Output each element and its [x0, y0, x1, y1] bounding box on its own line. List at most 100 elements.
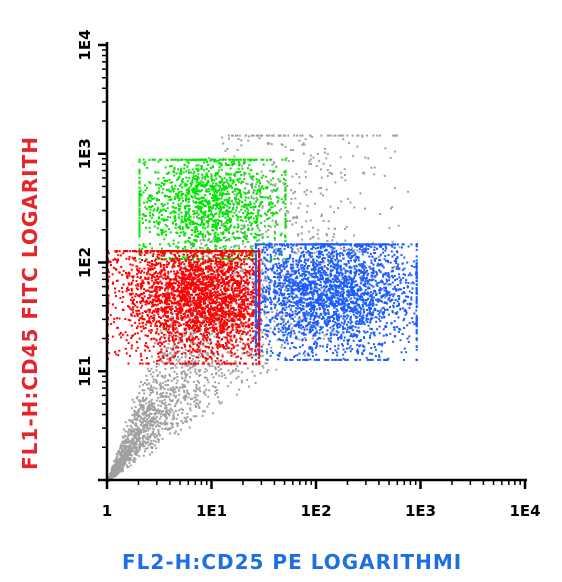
data-point: [186, 364, 188, 367]
data-point: [213, 196, 216, 199]
data-point: [268, 158, 271, 161]
data-point: [265, 218, 268, 221]
data-point: [391, 240, 394, 243]
data-point: [158, 286, 160, 289]
data-point: [191, 314, 194, 317]
data-point: [295, 173, 298, 175]
data-point: [149, 182, 152, 185]
data-point: [112, 466, 115, 468]
data-point: [236, 192, 239, 195]
data-point: [189, 403, 192, 406]
data-point: [120, 448, 123, 451]
data-point: [125, 445, 127, 447]
data-point: [207, 170, 210, 173]
data-point: [145, 357, 148, 359]
data-point: [195, 192, 198, 195]
data-point: [234, 171, 237, 174]
data-point: [229, 203, 232, 205]
data-point: [189, 352, 191, 355]
data-point: [233, 308, 235, 311]
data-point: [220, 201, 223, 204]
data-point: [271, 163, 274, 166]
data-point: [214, 390, 217, 392]
data-point: [139, 352, 142, 355]
data-point: [146, 166, 149, 169]
data-point: [260, 201, 263, 204]
data-point: [205, 376, 208, 379]
data-point: [172, 330, 175, 332]
data-point: [183, 384, 186, 387]
data-point: [231, 182, 234, 185]
data-point: [142, 318, 145, 320]
data-point: [261, 200, 264, 203]
data-point: [197, 233, 200, 235]
data-point: [226, 147, 229, 150]
data-point: [312, 156, 315, 159]
data-point: [207, 200, 210, 203]
data-point: [186, 392, 189, 395]
data-point: [158, 371, 161, 374]
data-point: [124, 434, 127, 437]
data-point: [312, 226, 315, 229]
data-point: [290, 280, 293, 283]
data-point: [152, 378, 155, 381]
data-point: [165, 188, 168, 191]
data-point: [206, 358, 209, 360]
data-point: [219, 205, 222, 207]
data-point: [156, 420, 159, 423]
data-point: [177, 204, 180, 207]
data-point: [229, 176, 231, 179]
data-point: [241, 313, 244, 316]
data-point: [280, 208, 283, 211]
data-point: [206, 247, 209, 249]
data-point: [158, 434, 161, 437]
data-point: [274, 220, 277, 223]
data-point: [264, 256, 267, 259]
data-point: [217, 184, 220, 187]
data-point: [116, 458, 119, 461]
data-point: [183, 258, 186, 260]
data-point: [351, 247, 353, 250]
data-point: [184, 265, 187, 268]
data-point: [163, 183, 165, 186]
data-point: [223, 177, 226, 180]
data-point: [193, 296, 196, 299]
data-point: [131, 449, 134, 452]
data-point: [155, 387, 158, 390]
data-point: [141, 406, 144, 408]
data-point: [242, 162, 245, 165]
data-point: [162, 402, 165, 405]
data-point: [195, 335, 197, 338]
data-point: [241, 268, 244, 271]
data-point: [281, 259, 284, 262]
data-point: [150, 355, 153, 358]
data-point: [177, 177, 179, 180]
data-point: [218, 239, 221, 242]
data-point: [194, 290, 197, 293]
data-point: [379, 213, 382, 215]
data-point: [161, 361, 164, 364]
data-point: [296, 248, 299, 251]
data-point: [191, 397, 194, 400]
data-point: [142, 158, 145, 161]
data-point: [257, 210, 260, 213]
data-point: [300, 300, 303, 303]
data-point: [170, 322, 173, 325]
data-point: [138, 161, 141, 164]
data-point: [248, 191, 250, 194]
data-point: [220, 368, 222, 371]
data-point: [246, 283, 249, 286]
data-point: [305, 211, 308, 214]
data-point: [244, 215, 247, 218]
data-point: [202, 204, 205, 207]
data-point: [179, 158, 182, 161]
data-point: [180, 336, 183, 339]
data-point: [239, 302, 242, 305]
data-point: [238, 303, 241, 306]
data-point: [181, 383, 184, 386]
data-point: [274, 305, 277, 308]
data-point: [177, 433, 180, 436]
data-point: [186, 337, 189, 340]
data-point: [208, 219, 210, 222]
data-point: [163, 421, 166, 424]
